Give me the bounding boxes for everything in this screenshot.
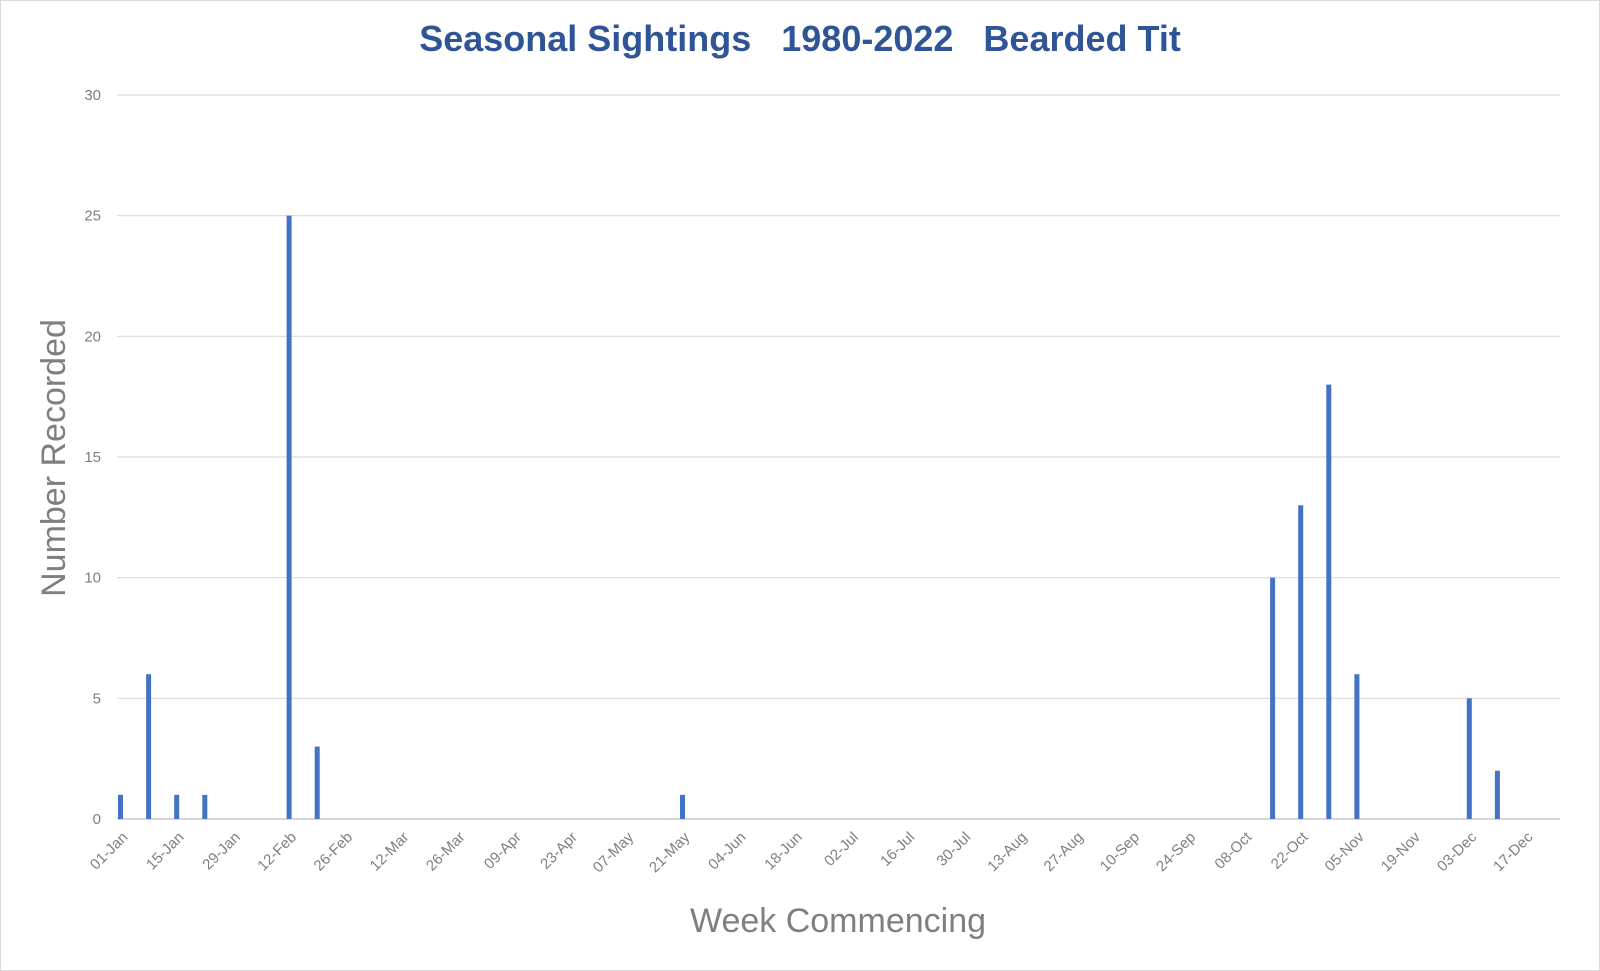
x-tick-label: 08-Oct — [1211, 828, 1255, 872]
bar — [1494, 770, 1500, 819]
bar — [146, 674, 152, 819]
x-tick-label: 09-Apr — [481, 829, 525, 873]
x-tick-label: 23-Apr — [537, 829, 581, 873]
y-axis-title: Number Recorded — [35, 319, 73, 597]
y-tick-label: 5 — [93, 690, 101, 707]
x-tick-label: 15-Jan — [143, 829, 187, 873]
y-tick-label: 10 — [84, 570, 101, 587]
x-tick-label: 03-Dec — [1434, 828, 1481, 875]
bar — [680, 794, 685, 819]
bar — [1466, 698, 1472, 819]
x-tick-label: 07-May — [590, 828, 638, 876]
y-tick-label: 15 — [84, 449, 101, 466]
bar — [1354, 674, 1360, 819]
chart-title: Seasonal Sightings 1980-2022 Bearded Tit — [419, 18, 1181, 59]
x-tick-label: 01-Jan — [87, 829, 131, 873]
x-tick-label: 05-Nov — [1322, 828, 1369, 875]
bar — [286, 215, 292, 819]
bar — [1326, 384, 1332, 819]
y-tick-label: 0 — [93, 811, 101, 828]
x-tick-label: 13-Aug — [984, 829, 1030, 875]
x-tick-label: 17-Dec — [1490, 828, 1537, 875]
bars — [118, 215, 1500, 819]
bar — [1298, 505, 1304, 819]
bar — [174, 794, 180, 819]
x-tick-labels: 01-Jan 15-Jan 29-Jan 12-Feb 26-Feb 12-Mar 26-M… — [87, 828, 1537, 876]
y-tick-label: 30 — [84, 87, 101, 104]
bar — [314, 746, 320, 819]
x-tick-label: 19-Nov — [1378, 828, 1425, 875]
x-axis-title: Week Commencing — [690, 902, 986, 940]
bar — [118, 794, 123, 819]
bar — [1270, 577, 1276, 819]
y-tick-label: 25 — [84, 208, 101, 225]
bar — [202, 794, 208, 819]
x-tick-label: 27-Aug — [1041, 829, 1087, 875]
x-tick-label: 04-Jun — [705, 829, 749, 873]
y-tick-label: 20 — [84, 328, 101, 345]
x-tick-label: 12-Feb — [254, 829, 300, 875]
x-tick-label: 26-Mar — [423, 829, 469, 875]
x-tick-label: 02-Jul — [821, 829, 862, 870]
x-tick-label: 26-Feb — [310, 829, 356, 875]
x-tick-label: 10-Sep — [1097, 829, 1143, 875]
x-tick-label: 24-Sep — [1153, 829, 1199, 875]
x-tick-label: 12-Mar — [367, 829, 413, 875]
gridlines — [117, 94, 1560, 820]
x-tick-label: 16-Jul — [877, 829, 918, 870]
x-tick-label: 29-Jan — [199, 829, 243, 873]
x-tick-label: 22-Oct — [1268, 828, 1312, 872]
x-tick-label: 30-Jul — [933, 829, 974, 870]
x-tick-label: 21-May — [646, 828, 694, 876]
y-tick-labels: 0 5 10 15 20 25 30 — [84, 87, 101, 828]
x-tick-label: 18-Jun — [761, 829, 805, 873]
